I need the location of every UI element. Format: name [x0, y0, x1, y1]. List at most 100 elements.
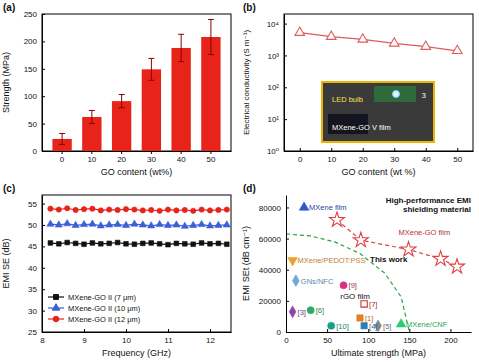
marker — [206, 222, 213, 228]
plot: MXene filmMXene-GO filmMXene/PEDOT:PSSGN… — [241, 196, 472, 359]
x-axis-line — [43, 151, 232, 152]
marker — [401, 242, 416, 256]
y-tick-mark — [286, 332, 289, 333]
marker — [295, 27, 305, 35]
marker — [199, 207, 204, 212]
marker — [353, 232, 368, 246]
panel: (d)MXene filmMXene-GO filmMXene/PEDOT:PS… — [241, 183, 472, 358]
legend: MXene-GO II (7 μm)MXene-GO II (10 μm)MXe… — [48, 293, 141, 324]
marker — [326, 31, 336, 39]
marker — [106, 221, 113, 227]
marker — [181, 222, 188, 228]
x-tick-label: 30 — [390, 155, 399, 164]
marker — [216, 241, 221, 246]
x-tick-label: 200 — [444, 336, 458, 345]
y-tick-label: 35 — [28, 285, 37, 294]
x-tick: 40 — [177, 151, 186, 164]
x-tick-label: 12 — [206, 336, 215, 345]
y-tick: 10² — [267, 83, 287, 92]
x-tick-label: 0 — [284, 336, 289, 345]
y-tick-label: 60000 — [259, 235, 282, 244]
legend-marker — [52, 304, 59, 310]
plot: LED bulbMXene-GO V film30102030405010⁰10… — [242, 14, 474, 177]
marker — [288, 258, 298, 266]
y-tick: 50 — [28, 120, 45, 129]
marker — [156, 220, 163, 226]
plot: 01020304050050100150200250GO content (wt… — [1, 10, 232, 177]
marker — [124, 241, 129, 246]
y-tick-mark — [42, 124, 45, 125]
x-tick-label: 20 — [117, 155, 126, 164]
annotation: rGO film — [340, 292, 370, 301]
marker — [140, 241, 145, 246]
marker — [207, 208, 212, 213]
y-tick-label: 50 — [28, 221, 37, 230]
marker — [166, 242, 171, 247]
y-tick: 10⁴ — [267, 20, 287, 29]
panel-title: (b) — [243, 2, 256, 13]
y-tick-mark — [284, 24, 287, 25]
marks — [52, 19, 220, 151]
y-tick-mark — [286, 239, 289, 240]
marker — [65, 206, 70, 211]
x-tick-label: 10 — [327, 155, 336, 164]
marks — [47, 206, 231, 247]
y-tick-mark — [42, 246, 45, 247]
y-tick-label: 250 — [24, 10, 38, 19]
marker — [191, 242, 196, 247]
x-tick-label: 11 — [164, 336, 173, 345]
y-tick-label: 150 — [24, 65, 38, 74]
marker — [107, 207, 112, 212]
panel-title: (a) — [3, 2, 15, 13]
y-tick-label: 40 — [28, 264, 37, 273]
y-tick-label: 40000 — [259, 266, 282, 275]
x-axis-title: GO content (wt %) — [341, 167, 415, 177]
panel: (b)LED bulbMXene-GO V film30102030405010… — [242, 2, 474, 177]
bar — [171, 48, 190, 151]
y-tick-label: 0 — [33, 147, 38, 156]
marker — [149, 207, 154, 212]
x-tick-mark — [331, 148, 332, 151]
y-tick: 80000 — [259, 204, 289, 213]
marker — [81, 206, 86, 211]
y-tick-label: 30 — [28, 307, 37, 316]
annotation: LED bulb — [332, 95, 363, 104]
x-tick-label: 10 — [87, 155, 96, 164]
x-tick: 30 — [390, 148, 399, 164]
y-axis: 050100150200250 — [24, 10, 45, 156]
plot-frame — [284, 14, 473, 151]
marker — [157, 208, 162, 213]
y-tick: 150 — [24, 65, 45, 74]
legend-item: MXene-GO II (12 μm) — [48, 315, 141, 324]
x-tick-mark — [91, 151, 92, 154]
marker — [358, 34, 368, 42]
y-tick-label: 10¹ — [267, 115, 279, 124]
x-axis-title: Frequency (GHz) — [102, 348, 171, 358]
marker — [48, 206, 53, 211]
y-tick: 30 — [28, 307, 45, 316]
y-axis-line — [286, 196, 287, 333]
marker — [72, 221, 79, 227]
y-tick: 10⁰ — [267, 147, 287, 156]
y-tick-label: 80000 — [259, 204, 282, 213]
x-tick-label: 20 — [359, 155, 368, 164]
bar — [142, 69, 161, 151]
inset-led — [393, 91, 400, 98]
marker — [98, 208, 103, 213]
marker — [148, 222, 155, 228]
x-tick-label: 40 — [177, 155, 186, 164]
marker — [122, 221, 129, 227]
marker — [107, 241, 112, 246]
x-tick: 10 — [327, 148, 336, 164]
marker — [114, 220, 121, 226]
marker — [73, 207, 78, 212]
point-label: [9] — [349, 281, 357, 290]
marker — [224, 207, 229, 212]
x-tick-label: 150 — [403, 336, 417, 345]
x-tick: 10 — [122, 329, 131, 345]
y-tick-mark — [286, 301, 289, 302]
x-tick-label: 50 — [323, 336, 332, 345]
marker — [199, 241, 204, 246]
inset-board — [374, 86, 416, 102]
x-tick: 40 — [422, 148, 431, 164]
